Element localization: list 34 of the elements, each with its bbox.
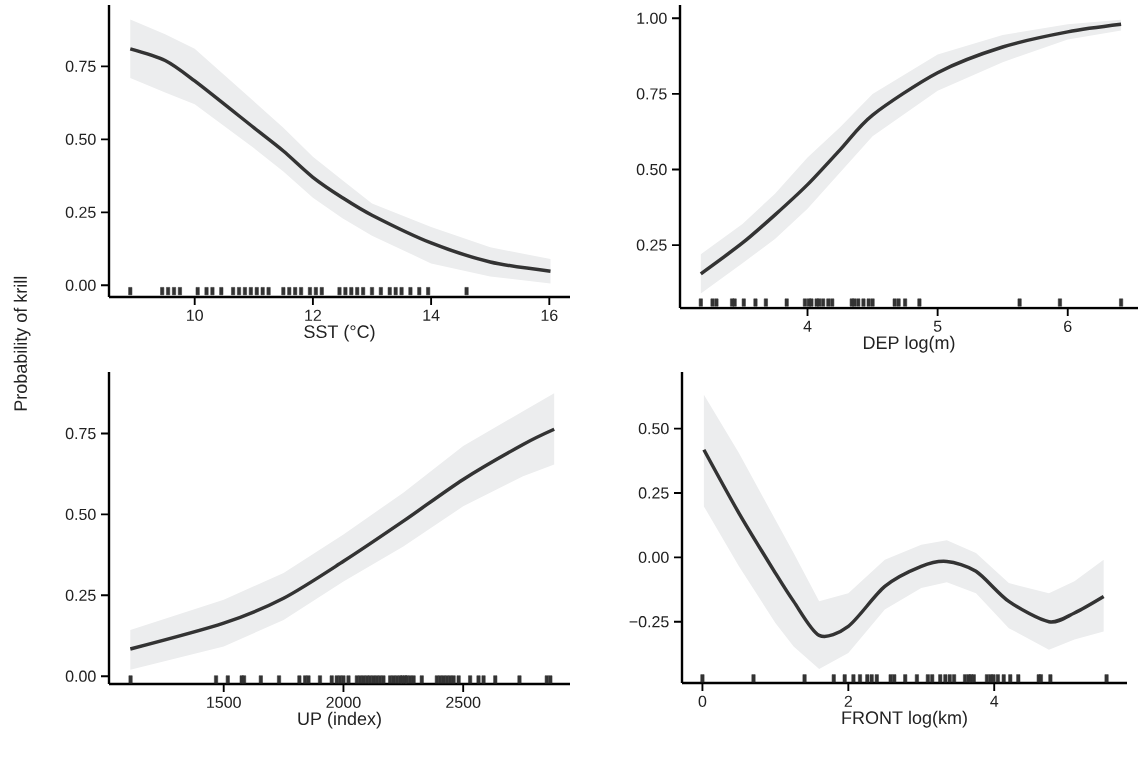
y-tick-label: 0.25 <box>638 487 669 499</box>
x-axis-title: UP (index) <box>298 711 381 729</box>
y-tick-label: 0.25 <box>636 239 667 251</box>
x-tick-label: 10 <box>187 309 203 322</box>
y-tick-label: 1.00 <box>637 12 667 24</box>
x-tick-label: 16 <box>541 309 558 322</box>
y-tick-label: 0.25 <box>65 589 96 601</box>
x-tick-label: 5 <box>933 320 942 332</box>
x-tick-label: 14 <box>423 309 440 321</box>
x-tick-label: 2500 <box>446 696 481 709</box>
x-tick-label: 2000 <box>326 696 361 709</box>
x-axis-title: FRONT log(km) <box>842 710 967 728</box>
x-tick-label: 4 <box>990 695 999 707</box>
y-tick-label: 0.75 <box>65 60 96 72</box>
y-tick-label: 0.50 <box>636 163 667 176</box>
y-tick-label: 0.50 <box>638 422 669 435</box>
y-tick-label: 0.75 <box>636 88 667 100</box>
x-tick-label: 4 <box>803 320 812 332</box>
x-tick-label: 12 <box>305 309 321 321</box>
y-tick-label: −0.25 <box>629 616 669 628</box>
y-axis-title: Probability of krill <box>13 276 31 411</box>
x-tick-label: 0 <box>698 695 707 708</box>
x-tick-label: 2 <box>844 695 852 707</box>
y-tick-label: 0.00 <box>638 551 669 564</box>
y-tick-label: 0.50 <box>65 133 96 145</box>
y-tick-label: 0.00 <box>65 279 96 291</box>
y-tick-label: 0.50 <box>65 508 96 521</box>
y-tick-label: 0.00 <box>65 670 96 682</box>
x-tick-label: 6 <box>1064 320 1072 333</box>
y-tick-label: 0.75 <box>65 427 96 440</box>
x-axis-title: DEP log(m) <box>863 335 955 353</box>
x-axis-title: SST (°C) <box>304 324 375 342</box>
y-tick-label: 0.25 <box>65 206 96 218</box>
x-tick-label: 1500 <box>207 696 241 709</box>
